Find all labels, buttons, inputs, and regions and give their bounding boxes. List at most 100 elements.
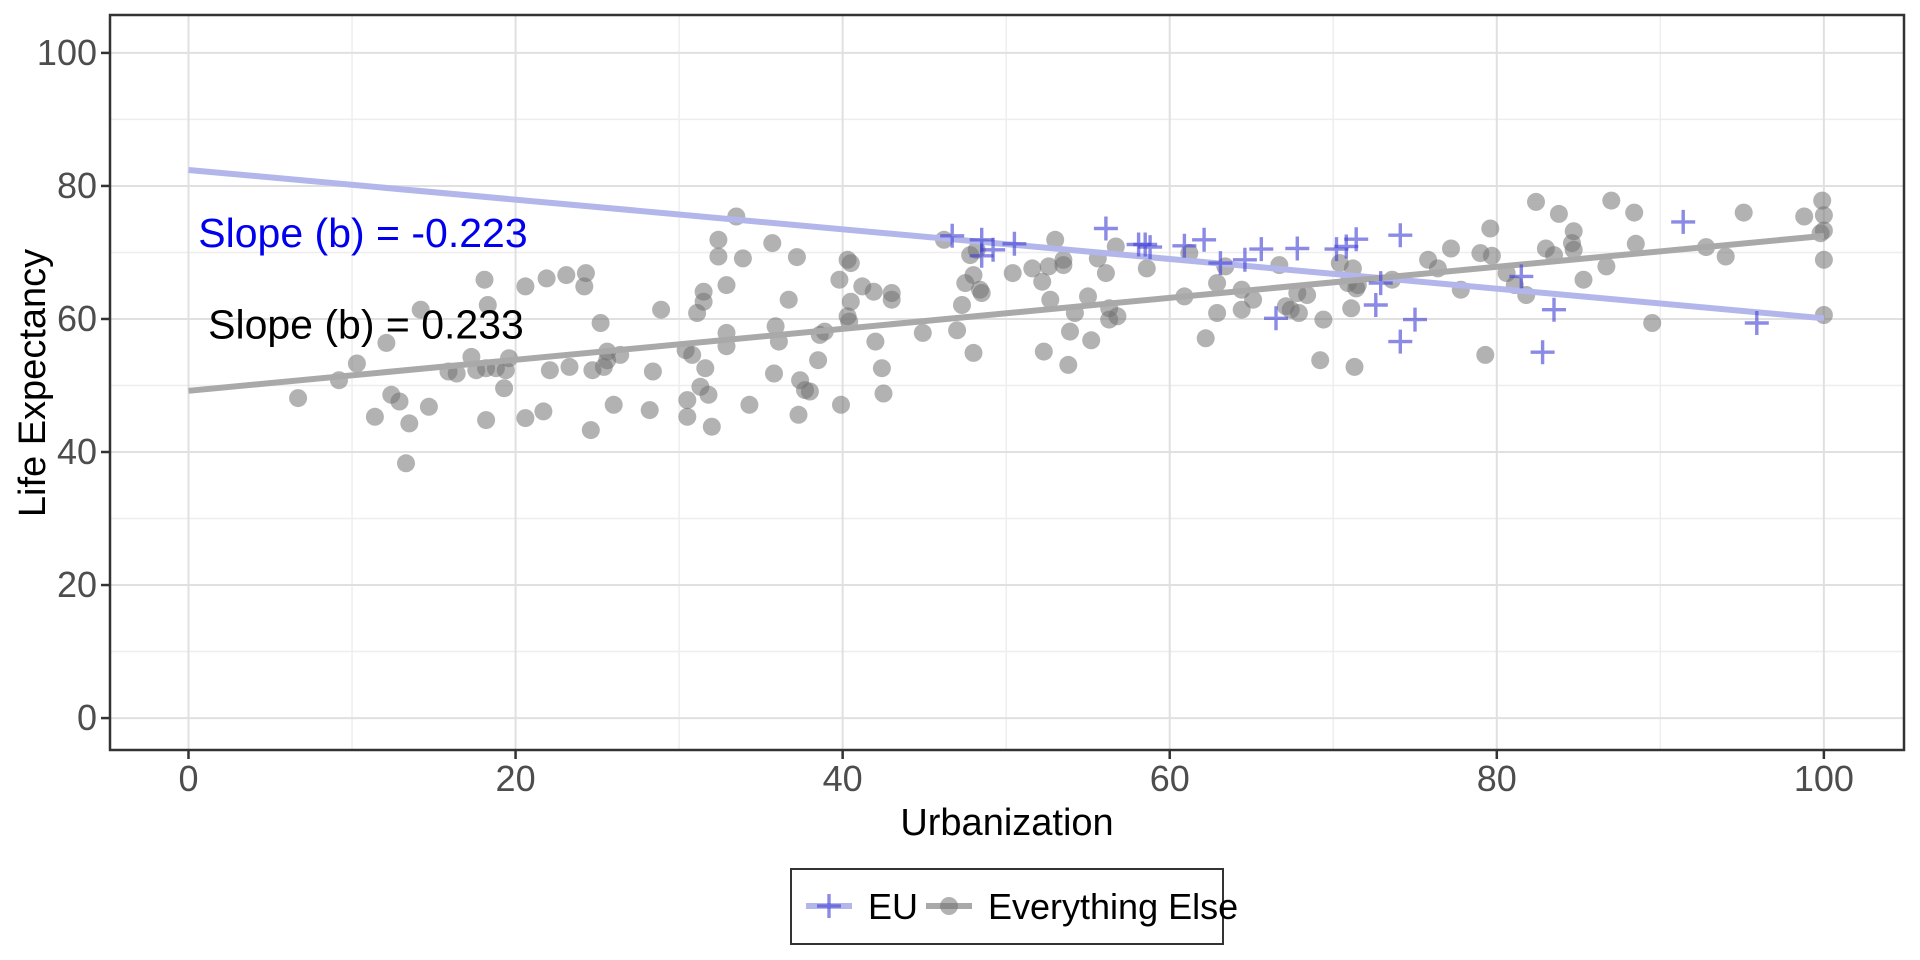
- scatter-point-else: [872, 359, 891, 378]
- scatter-point-else: [1003, 264, 1022, 283]
- scatter-point-else: [1442, 239, 1460, 258]
- scatter-point-else: [678, 391, 697, 410]
- x-tick-label: 80: [1477, 758, 1517, 799]
- scatter-point-eu: [1368, 271, 1393, 296]
- scatter-point-else: [1527, 192, 1545, 211]
- scatter-point-else: [948, 321, 967, 340]
- legend-label-else: Everything Else: [988, 886, 1238, 927]
- scatter-point-else: [1643, 314, 1662, 332]
- scatter-point-else: [800, 382, 819, 401]
- scatter-point-else: [591, 314, 610, 332]
- regression-line-else: [188, 232, 1825, 394]
- scatter-point-else: [717, 276, 736, 295]
- scatter-point-else: [1108, 307, 1127, 326]
- scatter-point-else: [1061, 322, 1079, 341]
- scatter-point-else: [604, 395, 623, 414]
- scatter-point-else: [841, 292, 860, 311]
- scatter-point-else: [699, 385, 718, 404]
- scatter-point-else: [411, 300, 430, 319]
- scatter-point-else: [516, 409, 535, 428]
- scatter-point-eu: [1324, 237, 1349, 262]
- scatter-point-else: [709, 230, 728, 249]
- scatter-point-else: [702, 417, 721, 436]
- axis-tick-marks: [101, 51, 1826, 759]
- scatter-point-else: [678, 407, 697, 426]
- x-axis-title: Urbanization: [900, 802, 1113, 844]
- x-tick-label: 0: [178, 758, 198, 799]
- scatter-point-else: [365, 407, 384, 426]
- scatter-point-else: [1716, 247, 1735, 266]
- scatter-point-else: [1314, 310, 1333, 329]
- scatter-point-else: [1476, 345, 1495, 364]
- scatter-point-else: [1602, 191, 1621, 210]
- scatter-point-else: [1564, 222, 1583, 241]
- scatter-point-else: [683, 345, 702, 364]
- y-tick-label: 100: [37, 32, 97, 73]
- else-slope-annotation: Slope (b) = 0.233: [208, 301, 524, 347]
- legend: EU Everything Else: [790, 868, 1238, 945]
- scatter-point-else: [537, 269, 556, 288]
- scatter-point-eu: [1093, 216, 1118, 241]
- scatter-point-else: [765, 364, 783, 383]
- scatter-point-eu: [1671, 209, 1696, 234]
- scatter-point-eu: [1530, 340, 1555, 365]
- scatter-point-else: [1289, 304, 1308, 322]
- scatter-point-else: [1244, 290, 1263, 309]
- scatter-point-else: [972, 284, 991, 302]
- eu-points: [940, 209, 1769, 365]
- y-tick-label: 0: [77, 697, 97, 738]
- scatter-point-eu: [1363, 293, 1388, 317]
- scatter-point-else: [694, 292, 713, 311]
- scatter-point-else: [882, 290, 901, 309]
- scatter-point-else: [347, 354, 366, 373]
- scatter-point-else: [419, 397, 438, 416]
- scatter-point-else: [1814, 206, 1833, 225]
- panel-border: [108, 13, 1906, 752]
- y-tick-label: 20: [57, 564, 97, 605]
- scatter-point-eu: [1403, 307, 1427, 332]
- scatter-point-eu: [1388, 223, 1413, 248]
- scatter-point-else: [560, 357, 579, 376]
- y-tick-label: 40: [57, 431, 97, 472]
- scatter-point-eu: [981, 237, 1006, 262]
- scatter-point-else: [1625, 203, 1644, 222]
- scatter-point-else: [1481, 219, 1500, 238]
- scatter-point-else: [652, 300, 671, 319]
- grid-major-lines: [110, 15, 1904, 750]
- x-tick-label: 20: [496, 758, 536, 799]
- scatter-point-else: [740, 395, 759, 414]
- scatter-point-eu: [1002, 231, 1027, 256]
- scatter-point-else: [766, 317, 785, 336]
- scatter-point-else: [1345, 357, 1364, 376]
- scatter-point-eu: [1192, 227, 1217, 252]
- scatter-point-eu: [969, 243, 994, 268]
- scatter-point-else: [575, 277, 594, 296]
- scatter-point-else: [540, 361, 559, 380]
- y-tick-label: 60: [57, 298, 97, 339]
- scatter-point-else: [1196, 329, 1215, 348]
- scatter-point-else: [640, 401, 659, 420]
- scatter-point-else: [1096, 264, 1115, 283]
- scatter-point-else: [779, 290, 798, 309]
- scatter-point-eu: [940, 223, 965, 248]
- scatter-point-else: [1039, 257, 1058, 276]
- grid-minor-lines: [110, 15, 1904, 750]
- scatter-point-else: [787, 248, 806, 267]
- scatter-point-else: [1208, 304, 1227, 322]
- scatter-point-else: [557, 266, 576, 285]
- scatter-point-else: [576, 264, 595, 283]
- scatter-point-eu: [1133, 232, 1158, 257]
- scatter-point-else: [733, 249, 752, 268]
- scatter-point-else: [1574, 270, 1593, 289]
- scatter-point-else: [1298, 286, 1317, 304]
- scatter-point-else: [864, 282, 883, 301]
- scatter-point-eu: [1285, 236, 1310, 261]
- scatter-point-eu: [1509, 264, 1534, 289]
- x-tick-label: 40: [823, 758, 863, 799]
- scatter-point-else: [478, 296, 497, 314]
- scatter-point-else: [964, 266, 983, 285]
- scatter-point-else: [447, 364, 466, 383]
- scatter-point-else: [377, 333, 396, 352]
